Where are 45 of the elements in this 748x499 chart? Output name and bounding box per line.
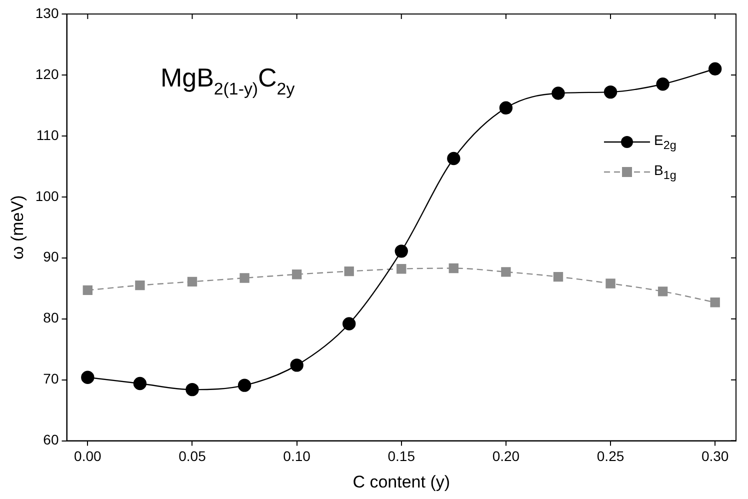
x-tick-label: 0.30: [701, 448, 729, 464]
point: [604, 85, 618, 99]
x-axis-title: C content (y): [352, 472, 450, 492]
point: [658, 286, 668, 296]
point: [499, 101, 513, 114]
point: [553, 272, 564, 282]
point: [394, 244, 408, 258]
point: [187, 276, 198, 287]
point: [342, 317, 356, 330]
y-tick-label: 90: [43, 248, 59, 265]
point: [708, 62, 722, 76]
point: [82, 285, 93, 296]
y-tick-label: 110: [36, 126, 59, 143]
point: [290, 358, 304, 372]
point: [186, 382, 199, 396]
point: [448, 263, 459, 274]
y-tick-label: 60: [43, 432, 59, 448]
point: [552, 86, 565, 100]
point: [447, 152, 460, 166]
y-tick-label: 130: [35, 4, 59, 21]
point: [292, 270, 302, 280]
x-tick-label: 0.20: [492, 448, 520, 464]
y-axis-title: ω (meV): [8, 195, 27, 260]
y-tick-label: 70: [43, 370, 59, 387]
y-tick-label: 100: [35, 188, 59, 204]
point: [81, 370, 94, 384]
point: [133, 376, 147, 390]
point: [238, 378, 252, 392]
point: [606, 278, 616, 288]
legend-label: E$_{2g}$: [654, 132, 676, 152]
x-tick-label: 0.00: [74, 448, 102, 464]
y-tick-label: 80: [43, 310, 59, 326]
x-tick-label: 0.10: [283, 448, 311, 464]
point: [501, 267, 511, 277]
legend-label: B$_{1g}$: [654, 162, 676, 182]
x-tick-label: 0.05: [178, 448, 206, 464]
point: [344, 266, 354, 276]
point: [656, 78, 670, 91]
point: [135, 280, 145, 290]
x-tick-label: 0.25: [596, 448, 624, 464]
point: [396, 264, 406, 274]
y-tick-label: 120: [35, 66, 59, 82]
x-tick-label: 0.15: [388, 448, 416, 464]
point: [240, 273, 250, 283]
point: [710, 298, 720, 308]
